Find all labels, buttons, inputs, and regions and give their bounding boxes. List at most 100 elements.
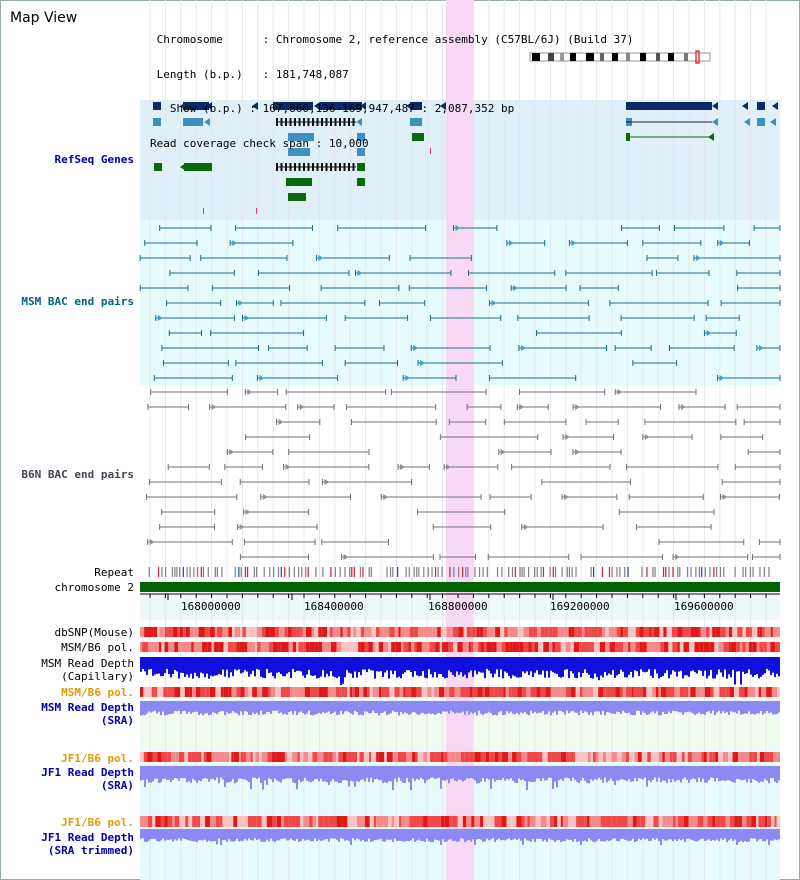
depth-bar [554,657,556,674]
dbsnp-label[interactable]: dbSNP(Mouse) [54,626,134,639]
jf1-read-depth-trimmed-label[interactable]: JF1 Read Depth [41,831,134,844]
polymorphism-cell [449,687,455,697]
depth-bar [718,657,720,670]
gene-exon [343,163,346,171]
depth-bar [624,657,626,678]
depth-bar [374,657,376,679]
repeat-feature [601,567,604,577]
msm-read-depth-sra-label[interactable]: MSM Read Depth [41,701,134,714]
msm-read-depth-capillary-label[interactable]: MSM Read Depth [41,657,134,670]
depth-bar [616,701,618,712]
polymorphism-cell [161,642,165,652]
depth-bar [298,657,300,671]
polymorphism-cell [509,642,513,652]
depth-bar [432,657,434,678]
polymorphism-cell [240,752,244,762]
polymorphism-cell [615,687,620,697]
depth-bar [294,701,296,712]
depth-bar [448,829,450,840]
polymorphism-cell [267,752,273,762]
polymorphism-cell [759,642,764,652]
ideogram-band [612,53,618,61]
depth-bar [280,657,282,675]
msm-b6-pol-label[interactable]: MSM/B6 pol. [61,641,134,654]
gene-exon [303,118,305,126]
gene-exon [325,118,328,126]
gene-exon [280,118,283,126]
depth-bar [638,766,640,779]
jf1-b6-pol-2-label[interactable]: JF1/B6 pol. [61,816,134,829]
polymorphism-cell [761,816,766,827]
depth-bar [602,829,604,842]
depth-bar [542,829,544,842]
polymorphism-cell [327,627,330,637]
depth-bar [744,701,746,714]
depth-bar [288,657,290,673]
depth-bar [328,766,330,785]
depth-bar [230,701,232,713]
b6n-bac-pair-arrow [400,464,406,470]
depth-bar [154,829,156,839]
chromosome-track-label[interactable]: chromosome 2 [54,581,134,594]
depth-bar [478,657,480,672]
depth-bar [714,766,716,782]
depth-bar [668,701,670,712]
depth-bar [314,766,316,780]
jf1-read-depth-sra-label[interactable]: JF1 Read Depth [41,766,134,779]
b6n-bac-label[interactable]: B6N BAC end pairs [21,468,134,481]
polymorphism-cell [720,627,726,637]
msm-bac-label[interactable]: MSM BAC end pairs [21,295,134,308]
polymorphism-cell [389,627,395,637]
depth-bar [588,829,590,839]
polymorphism-cell [643,642,647,652]
gene-exon [339,118,341,126]
depth-bar [678,657,680,672]
polymorphism-cell [523,627,529,637]
depth-bar [500,829,502,841]
depth-bar [392,829,394,842]
b6n-bac-pair-arrow [343,554,349,560]
depth-bar [356,701,358,713]
polymorphism-cell [752,642,757,652]
depth-bar [508,701,510,714]
depth-bar [152,766,154,782]
refseq-genes-label[interactable]: RefSeq Genes [54,153,134,166]
depth-bar [318,657,320,678]
repeat-feature [186,567,188,577]
gene-arrow [770,118,776,126]
polymorphism-cell [605,816,612,827]
msm-b6-pol-sra-label[interactable]: MSM/B6 pol. [61,686,134,699]
polymorphism-cell [547,752,552,762]
depth-bar [506,766,508,779]
depth-bar [556,657,558,674]
polymorphism-cell [709,752,713,762]
depth-bar [724,766,726,781]
polymorphism-cell [688,642,695,652]
polymorphism-cell [266,816,273,827]
depth-bar [350,829,352,845]
depth-bar [688,657,690,677]
polymorphism-cell [391,816,394,827]
polymorphism-cell [666,627,669,637]
b6n-bac-pair-arrow [575,404,581,410]
depth-bar [630,657,632,672]
depth-bar [662,766,664,781]
polymorphism-cell [767,816,772,827]
depth-bar [304,766,306,778]
polymorphism-cell [411,816,417,827]
depth-bar [222,766,224,780]
polymorphism-cell [418,627,424,637]
depth-bar [334,657,336,678]
depth-bar [572,766,574,778]
depth-bar [498,657,500,678]
ideogram-band [586,53,594,61]
polymorphism-cell [462,816,467,827]
depth-bar [562,766,564,781]
msm-bac-pair-arrow [238,300,244,306]
jf1-b6-pol-label[interactable]: JF1/B6 pol. [61,752,134,765]
repeat-label[interactable]: Repeat [94,566,134,579]
depth-bar [470,657,472,671]
depth-bar [306,766,308,781]
polymorphism-cell [454,687,461,697]
polymorphism-cell [421,687,426,697]
